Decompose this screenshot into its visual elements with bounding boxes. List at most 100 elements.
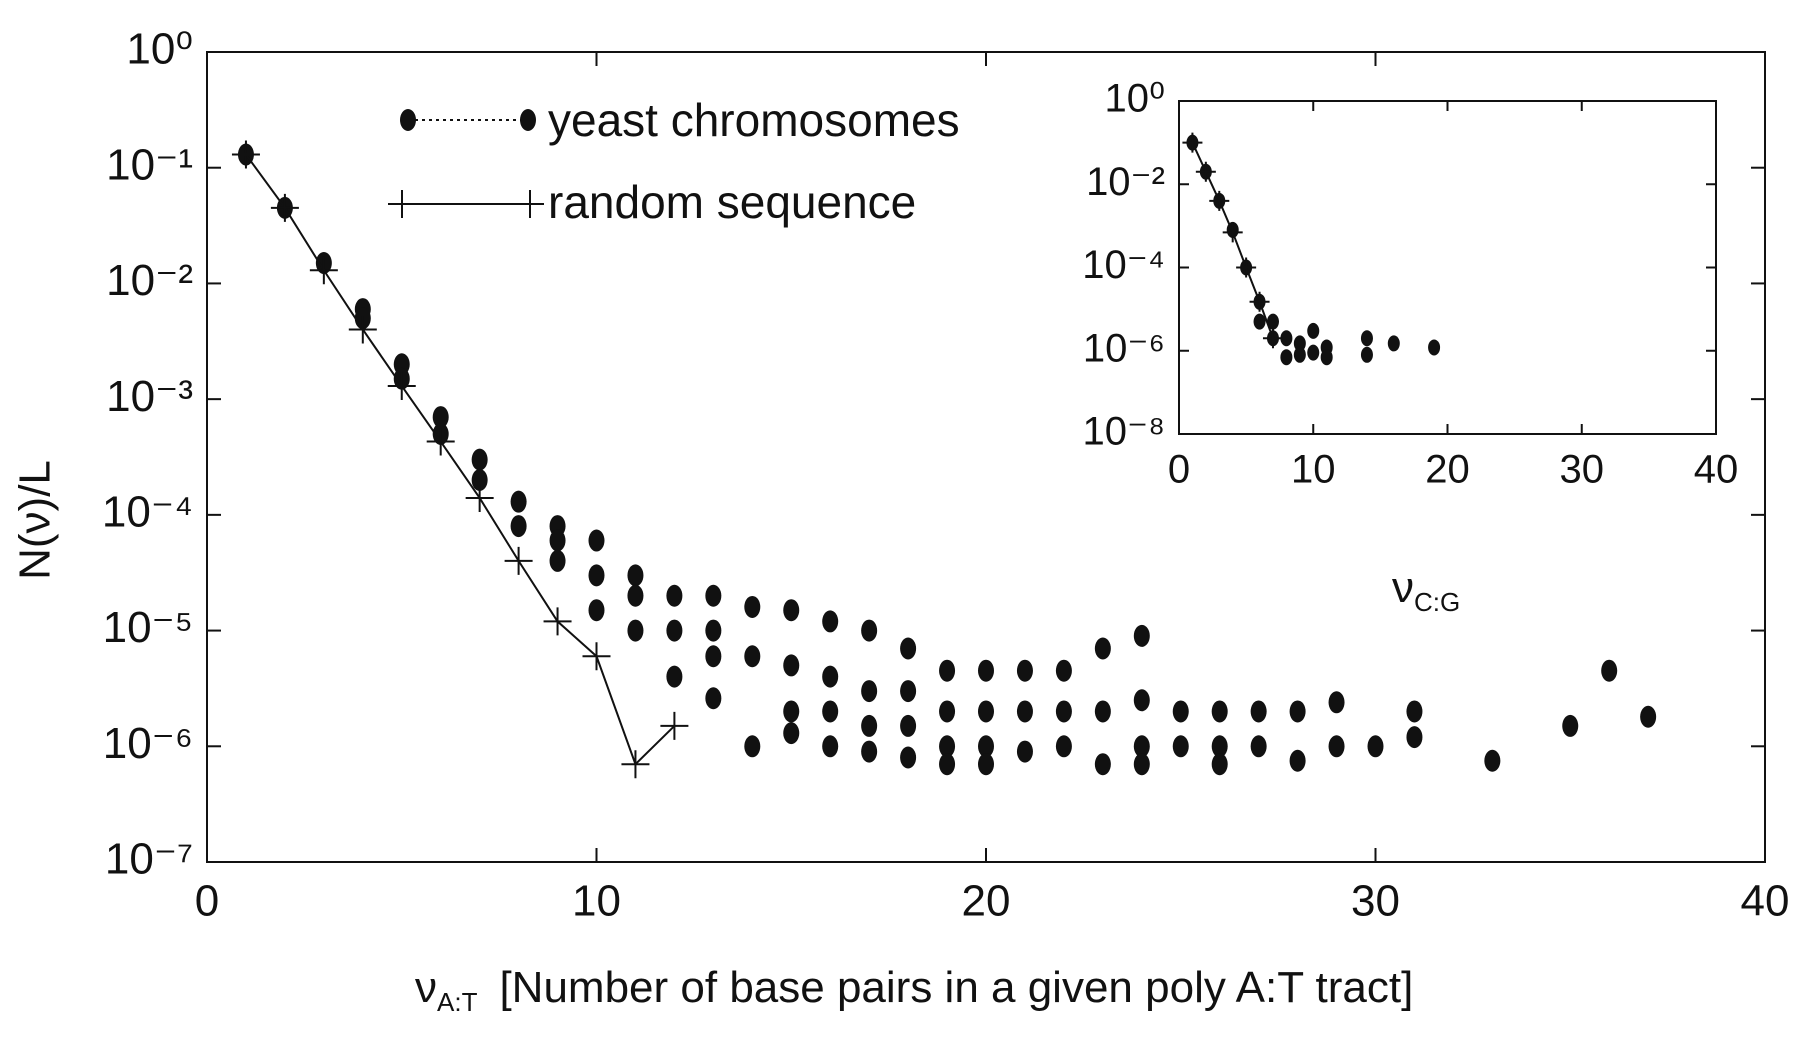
y-tick-label: 10⁻² xyxy=(106,256,193,305)
data-point xyxy=(1016,700,1033,723)
data-point xyxy=(1293,346,1306,363)
data-point xyxy=(549,549,566,572)
legend-label: random sequence xyxy=(548,176,916,228)
legend-marker xyxy=(520,109,536,131)
data-point xyxy=(588,529,605,552)
data-point xyxy=(1211,753,1228,776)
x-axis-label: νA:T [Number of base pairs in a given pol… xyxy=(415,963,1413,1017)
data-point xyxy=(627,584,644,607)
data-point xyxy=(900,637,917,660)
data-point xyxy=(1195,161,1216,182)
data-point xyxy=(1307,344,1320,361)
data-point xyxy=(939,659,956,682)
data-point xyxy=(465,483,494,512)
y-tick-label: 10⁻⁸ xyxy=(1083,410,1165,454)
inset-x-axis-subscript: C:G xyxy=(1414,587,1460,617)
x-tick-label: 40 xyxy=(1694,448,1739,492)
x-axis-text: [Number of base pairs in a given poly A:… xyxy=(499,963,1413,1012)
data-point xyxy=(1293,335,1306,352)
data-point xyxy=(1387,335,1400,352)
data-point xyxy=(387,371,416,400)
data-point xyxy=(1428,339,1441,356)
data-point xyxy=(309,256,338,285)
y-tick-label: 10⁻³ xyxy=(106,372,193,421)
data-point xyxy=(1253,313,1266,330)
data-point xyxy=(744,595,761,618)
data-point xyxy=(1209,190,1230,211)
data-point xyxy=(705,584,722,607)
data-point xyxy=(1133,624,1150,647)
data-point xyxy=(744,735,761,758)
data-point xyxy=(1055,700,1072,723)
data-point xyxy=(270,193,299,222)
data-point xyxy=(231,140,260,169)
data-point xyxy=(1262,328,1283,349)
data-point xyxy=(666,619,683,642)
data-point xyxy=(1016,740,1033,763)
data-point xyxy=(861,619,878,642)
data-point xyxy=(783,722,800,745)
data-point xyxy=(1133,735,1150,758)
data-point xyxy=(783,599,800,622)
y-tick-label: 10⁻¹ xyxy=(106,140,193,189)
data-point xyxy=(705,619,722,642)
data-point xyxy=(900,714,917,737)
data-point xyxy=(900,680,917,703)
x-tick-label: 20 xyxy=(962,876,1011,925)
data-point xyxy=(861,714,878,737)
y-tick-label: 10⁰ xyxy=(1104,77,1165,121)
data-point xyxy=(666,584,683,607)
data-point xyxy=(939,735,956,758)
data-point xyxy=(1289,749,1306,772)
data-point xyxy=(510,515,527,538)
data-point xyxy=(1360,346,1373,363)
data-point xyxy=(978,735,994,758)
data-point xyxy=(504,546,533,575)
data-point xyxy=(783,654,800,677)
x-tick-label: 10 xyxy=(572,876,621,925)
x-tick-label: 0 xyxy=(195,876,219,925)
legend-label: yeast chromosomes xyxy=(548,94,960,146)
data-point xyxy=(861,740,878,763)
series xyxy=(1182,132,1283,349)
data-point xyxy=(426,427,455,456)
series-line xyxy=(245,153,676,767)
x-tick-label: 0 xyxy=(1168,448,1190,492)
data-point xyxy=(660,711,689,740)
y-tick-label: 10⁻⁵ xyxy=(103,603,193,652)
data-point xyxy=(1640,705,1657,728)
data-point xyxy=(543,607,572,636)
x-tick-label: 30 xyxy=(1560,448,1605,492)
data-point xyxy=(1249,291,1270,312)
data-point xyxy=(1133,689,1150,712)
y-tick-label: 10⁻⁴ xyxy=(1082,243,1165,287)
y-tick-label: 10⁻⁷ xyxy=(105,835,193,884)
data-point xyxy=(978,700,994,723)
series xyxy=(1186,134,1441,366)
data-point xyxy=(1211,700,1228,723)
data-point xyxy=(1055,659,1072,682)
data-point xyxy=(471,448,488,471)
data-point xyxy=(1266,313,1279,330)
data-point xyxy=(666,665,683,688)
data-point xyxy=(939,700,956,723)
x-axis-subscript: A:T xyxy=(437,987,478,1017)
data-point xyxy=(1211,735,1228,758)
data-point xyxy=(348,315,377,344)
data-point xyxy=(1182,132,1203,153)
x-axis-symbol: ν xyxy=(415,963,437,1012)
data-point xyxy=(1250,735,1267,758)
data-point xyxy=(1360,330,1373,347)
data-point xyxy=(978,659,994,682)
y-tick-label: 10⁻² xyxy=(1086,160,1165,204)
data-point xyxy=(1280,330,1293,347)
data-point xyxy=(432,406,449,429)
legend: yeast chromosomes random sequence xyxy=(388,94,960,228)
data-point xyxy=(549,529,566,552)
data-point xyxy=(822,665,839,688)
data-point xyxy=(510,490,527,513)
series xyxy=(231,140,689,779)
inset-x-axis-symbol: ν xyxy=(1392,563,1414,612)
data-point xyxy=(627,619,644,642)
data-point xyxy=(939,753,956,776)
